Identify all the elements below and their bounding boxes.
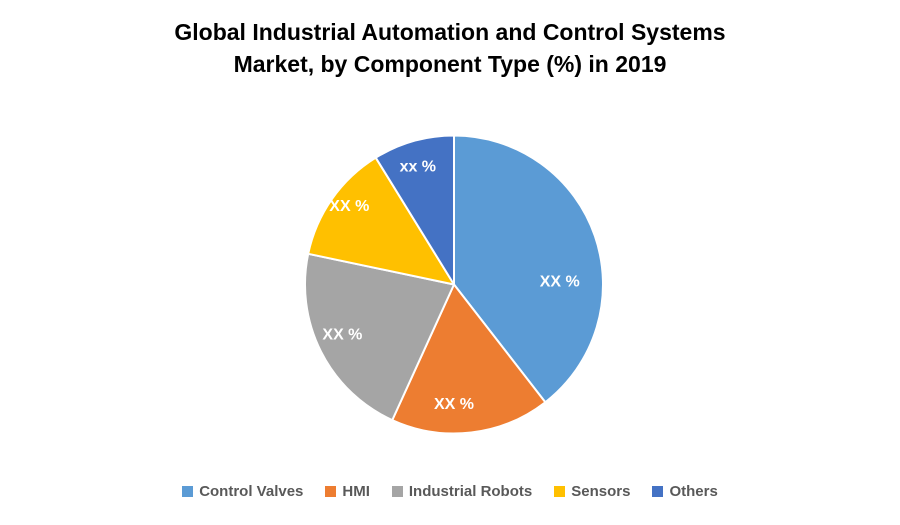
legend-color-swatch-icon (652, 486, 664, 497)
legend-label: Others (669, 483, 718, 500)
pie-slice-control-valves (453, 134, 604, 404)
legend-item-control-valves: Control Valves (182, 483, 303, 500)
legend-item-industrial-robots: Industrial Robots (391, 483, 533, 500)
legend-item-sensors: Sensors (554, 483, 630, 500)
slice-label-others: xx % (400, 159, 436, 176)
legend-item-hmi: HMI (325, 483, 370, 500)
legend: Control Valves HMI Industrial Robots Sensor… (0, 483, 900, 500)
pie-slice-others (374, 134, 455, 286)
pie-slice-sensors (307, 156, 455, 286)
legend-label: HMI (342, 483, 370, 500)
chart-title: Global Industrial Automation and Control… (0, 16, 900, 80)
pie-slice-hmi (391, 283, 547, 435)
legend-color-swatch-icon (182, 486, 194, 497)
legend-color-swatch-icon (391, 486, 403, 497)
legend-item-others: Others (652, 483, 718, 500)
pie-slice-industrial-robots (304, 252, 455, 422)
legend-label: Sensors (571, 483, 631, 500)
slice-label-hmi: XX % (434, 396, 474, 413)
chart-title-line1: Global Industrial Automation and Control… (174, 19, 726, 45)
slice-label-industrial-robots: XX % (322, 327, 362, 344)
slice-label-sensors: XX % (329, 198, 369, 215)
legend-color-swatch-icon (325, 486, 337, 497)
legend-label: Industrial Robots (408, 483, 533, 500)
chart-title-line2: Market, by Component Type (%) in 2019 (233, 51, 667, 77)
legend-color-swatch-icon (554, 486, 566, 497)
slice-label-control-valves: XX % (540, 273, 580, 290)
legend-label: Control Valves (199, 483, 304, 500)
